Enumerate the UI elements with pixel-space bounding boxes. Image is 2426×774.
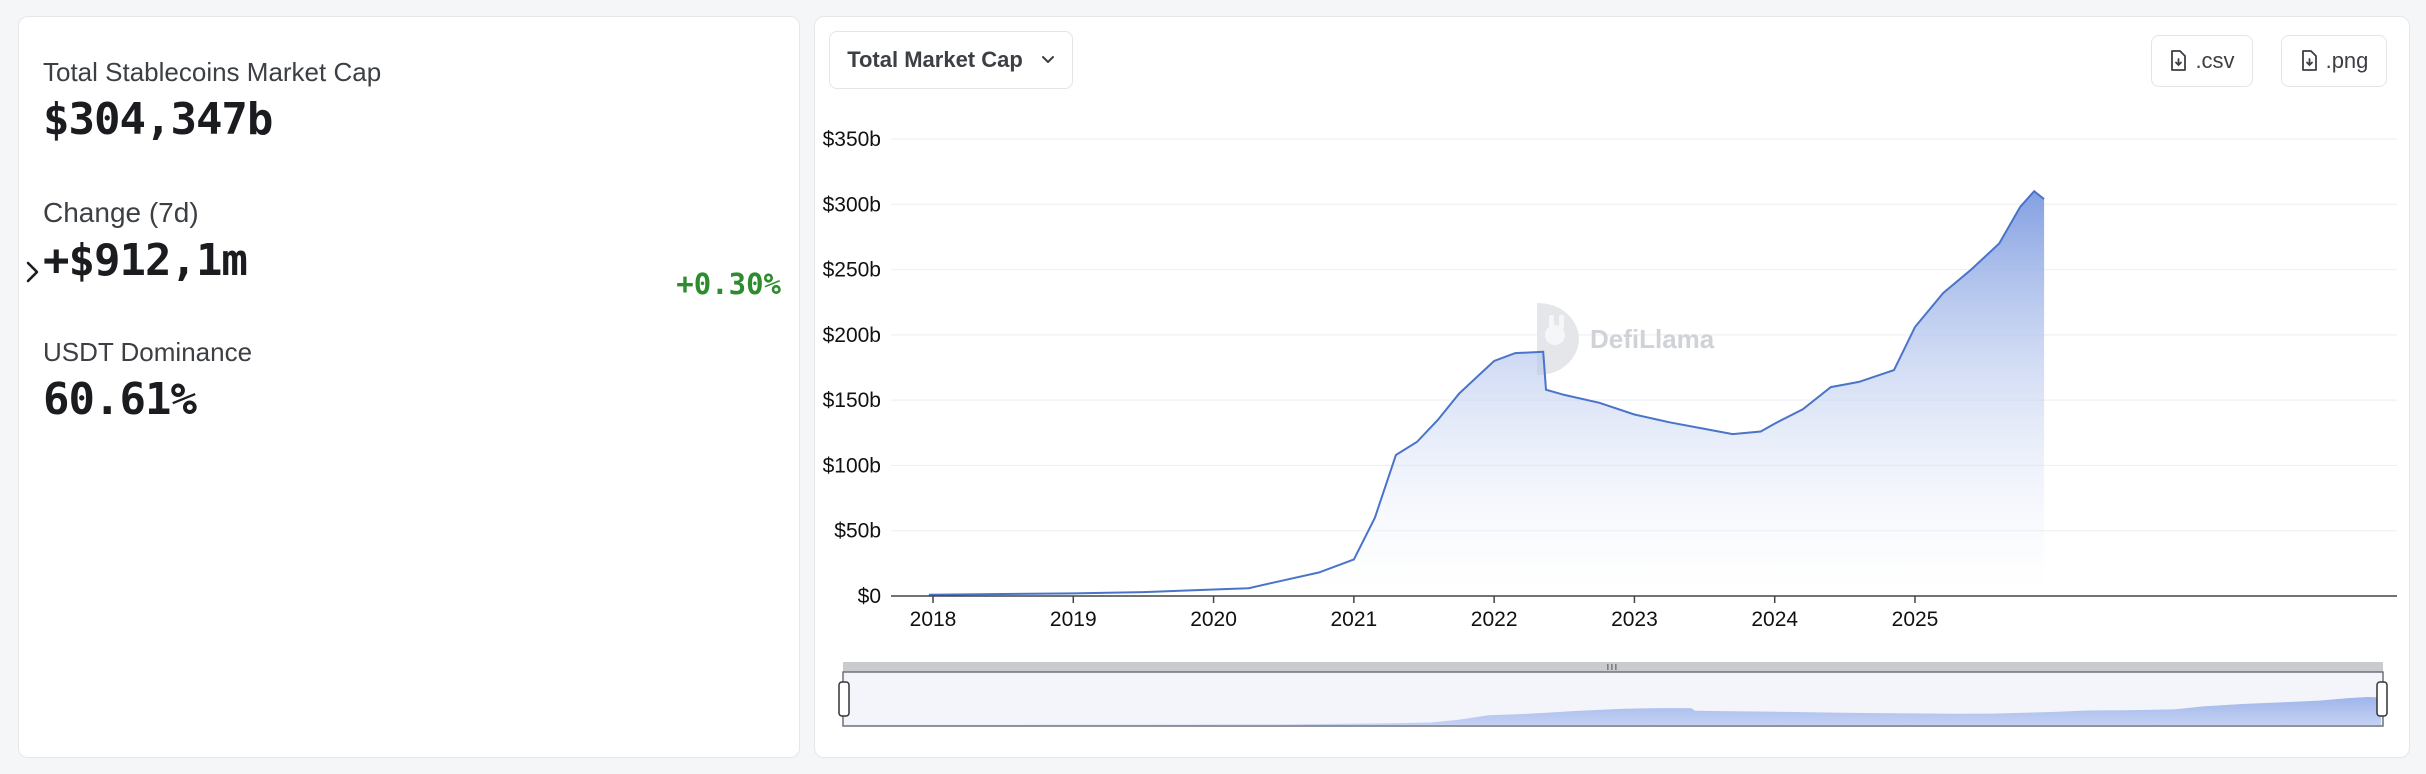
change-7d-stat[interactable]: Change (7d) +$912,1m +0.30%: [26, 197, 781, 301]
x-tick-label: 2024: [1751, 608, 1798, 631]
usdt-dominance-stat: USDT Dominance 60.61%: [43, 337, 252, 425]
change-7d-label: Change (7d): [43, 197, 199, 228]
brush-grip-icon[interactable]: [1607, 664, 1617, 670]
y-tick-label: $350b: [823, 128, 881, 151]
chart-axes: $0 $50b $100b $150b $200b $250b $300b $350b 2018…: [823, 128, 2397, 631]
file-download-icon: [2171, 50, 2187, 71]
csv-label: .csv: [2195, 48, 2235, 73]
brush-preview-area: [845, 697, 2381, 725]
stats-panel: Total Stablecoins Market Cap $304,347b C…: [18, 16, 800, 758]
download-png-button[interactable]: .png: [2281, 35, 2387, 87]
llama-logo-icon: [1537, 303, 1579, 375]
png-label: .png: [2325, 48, 2369, 73]
brush-left-handle[interactable]: [838, 681, 850, 717]
x-tick-label: 2025: [1892, 608, 1939, 631]
chart-zoom-brush[interactable]: [838, 662, 2388, 727]
chevron-right-icon[interactable]: [23, 259, 43, 285]
metric-select-label: Total Market Cap: [847, 47, 1023, 72]
download-csv-button[interactable]: .csv: [2151, 35, 2253, 87]
chevron-down-icon: [1041, 56, 1054, 63]
brush-right-handle[interactable]: [2376, 681, 2388, 717]
total-market-cap-stat: Total Stablecoins Market Cap $304,347b: [43, 57, 381, 145]
chart-grid: [891, 138, 2397, 532]
x-tick-label: 2018: [910, 608, 957, 631]
y-tick-label: $100b: [823, 454, 881, 477]
file-download-icon: [2301, 50, 2317, 71]
defillama-watermark: DefiLlama: [1537, 303, 1715, 375]
chart-panel: DefiLlama $0 $50b $100b $150b $200b $250b $300…: [814, 16, 2410, 758]
x-tick-label: 2023: [1611, 608, 1658, 631]
metric-select[interactable]: Total Market Cap: [829, 31, 1073, 89]
y-tick-label: $50b: [834, 520, 881, 543]
y-tick-label: $0: [858, 585, 881, 608]
brush-track[interactable]: [843, 662, 2383, 672]
chart-plot: [928, 189, 2045, 596]
x-tick-label: 2021: [1330, 608, 1377, 631]
x-tick-label: 2019: [1050, 608, 1097, 631]
y-tick-label: $300b: [823, 193, 881, 216]
y-tick-label: $200b: [823, 324, 881, 347]
usdt-dominance-label: USDT Dominance: [43, 337, 253, 367]
usdt-dominance-value: 60.61%: [43, 374, 197, 425]
y-tick-label: $250b: [823, 259, 881, 282]
change-7d-value: +$912,1m: [43, 235, 248, 286]
market-cap-area: [928, 191, 2045, 596]
y-tick-label: $150b: [823, 389, 881, 412]
change-7d-percent: +0.30%: [676, 267, 781, 301]
market-cap-chart: DefiLlama $0 $50b $100b $150b $200b $250b $300…: [823, 128, 2397, 727]
x-tick-label: 2020: [1190, 608, 1237, 631]
x-tick-label: 2022: [1471, 608, 1518, 631]
market-cap-line: [928, 189, 2045, 596]
total-market-cap-label: Total Stablecoins Market Cap: [43, 57, 382, 87]
watermark-text: DefiLlama: [1590, 324, 1715, 354]
total-market-cap-value: $304,347b: [43, 94, 273, 145]
